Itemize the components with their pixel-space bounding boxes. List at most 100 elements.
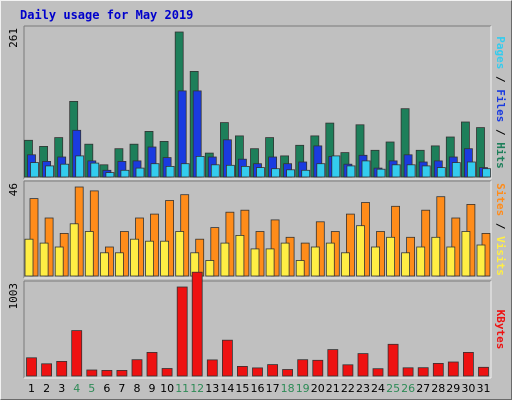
bar-pages-day-5 (90, 162, 100, 178)
day-label-16: 16 (251, 382, 265, 395)
bar-kbytes-day-8 (131, 359, 143, 377)
bar-pages-day-21 (331, 155, 341, 178)
bar-kbytes-day-18 (282, 369, 294, 377)
legend-part-2: Visits (494, 236, 507, 276)
bar-visits-day-22 (345, 213, 355, 277)
bar-kbytes-day-10 (161, 368, 173, 377)
bar-pages-day-9 (150, 163, 160, 178)
legend-part-2: Files (494, 89, 507, 122)
day-label-24: 24 (371, 382, 385, 395)
bar-sites-day-13 (205, 260, 215, 277)
bar-pages-day-16 (256, 167, 265, 178)
bar-kbytes-day-27 (417, 367, 429, 377)
day-label-11: 11 (175, 382, 189, 395)
bar-pages-day-1 (30, 162, 39, 178)
day-label-18: 18 (281, 382, 295, 395)
bar-pages-day-2 (45, 165, 54, 178)
bar-pages-day-13 (210, 164, 220, 178)
bar-kbytes-day-9 (146, 351, 158, 377)
bar-visits-day-13 (210, 227, 220, 277)
bar-pages-day-25 (391, 164, 401, 178)
bar-kbytes-day-16 (252, 367, 263, 377)
bar-kbytes-day-5 (86, 369, 98, 377)
bar-kbytes-day-11 (176, 286, 188, 377)
bar-kbytes-day-13 (206, 359, 218, 377)
bar-kbytes-day-14 (221, 339, 233, 377)
bar-sites-day-1 (24, 238, 34, 277)
day-label-21: 21 (326, 382, 340, 395)
day-label-17: 17 (266, 382, 280, 395)
bar-pages-day-18 (286, 169, 296, 178)
bar-sites-day-7 (115, 252, 124, 277)
bar-pages-day-14 (225, 164, 235, 178)
bar-kbytes-day-28 (432, 362, 444, 377)
day-label-30: 30 (461, 382, 475, 395)
bar-kbytes-day-22 (342, 364, 354, 377)
bar-kbytes-day-20 (312, 359, 324, 377)
bar-pages-day-11 (180, 163, 190, 178)
bar-sites-day-29 (446, 246, 456, 277)
bar-pages-day-30 (466, 161, 476, 178)
legend-part-4: Hits (494, 142, 507, 169)
day-label-23: 23 (356, 382, 370, 395)
bar-kbytes-day-25 (387, 343, 399, 377)
hits-panel: 261 Pages / Files / Hits (7, 25, 507, 180)
bar-kbytes-day-21 (327, 349, 339, 377)
day-label-28: 28 (431, 382, 445, 395)
kbytes-panel: 1003 KBytes (7, 271, 507, 379)
bar-sites-day-2 (39, 242, 49, 277)
bar-sites-day-4 (69, 223, 79, 277)
day-label-3: 3 (58, 382, 65, 395)
legend-part-0: KBytes (494, 310, 507, 350)
x-axis-day-labels: 1 2 3 4 5 6 7 8 9 10 11 12 13 14 15 16 17 18 19 20 21 22 23 24 2… (28, 382, 491, 395)
bar-sites-day-24 (371, 246, 380, 277)
bar-pages-day-23 (361, 160, 371, 178)
bar-visits-day-19 (300, 242, 310, 277)
legend-part-1: / (494, 216, 507, 236)
bar-sites-day-15 (235, 234, 245, 277)
legend-part-0: Sites (494, 183, 507, 216)
bar-kbytes-day-6 (101, 369, 113, 377)
legend-part-0: Pages (494, 36, 507, 69)
bar-kbytes-day-7 (116, 369, 128, 377)
bar-visits-day-1 (29, 198, 39, 277)
day-label-14: 14 (220, 382, 234, 395)
bar-sites-day-28 (431, 236, 441, 277)
bar-kbytes-day-15 (236, 365, 248, 377)
bar-sites-day-5 (84, 231, 94, 277)
bar-kbytes-day-31 (478, 366, 489, 377)
bar-sites-day-16 (250, 248, 260, 277)
bar-pages-day-27 (421, 165, 431, 178)
bar-kbytes-day-23 (357, 353, 369, 377)
y-max-label: 46 (7, 183, 20, 196)
plot-area (24, 281, 491, 378)
bar-sites-day-10 (160, 240, 170, 277)
bar-pages-day-6 (105, 172, 115, 178)
bar-pages-day-31 (482, 168, 491, 178)
bar-pages-day-19 (301, 169, 311, 178)
bar-pages-day-7 (120, 169, 130, 178)
day-label-8: 8 (134, 382, 141, 395)
bar-kbytes-day-29 (447, 361, 459, 377)
bar-pages-day-20 (316, 163, 326, 178)
series-legend: Sites / Visits (494, 183, 507, 276)
y-max-label: 1003 (7, 283, 20, 310)
bar-sites-day-27 (416, 246, 426, 277)
day-label-12: 12 (190, 382, 204, 395)
bar-pages-day-3 (60, 163, 70, 178)
bar-sites-day-9 (145, 240, 154, 277)
bar-sites-day-11 (175, 231, 185, 277)
day-label-6: 6 (103, 382, 110, 395)
day-label-27: 27 (416, 382, 430, 395)
bar-pages-day-24 (376, 168, 386, 178)
chart-title: Daily usage for May 2019 (20, 8, 193, 22)
bar-sites-day-30 (461, 231, 471, 277)
bar-sites-day-6 (100, 252, 109, 277)
day-label-20: 20 (311, 382, 325, 395)
bar-kbytes-day-17 (267, 364, 279, 377)
day-label-1: 1 (28, 382, 35, 395)
bar-sites-day-8 (130, 238, 139, 277)
day-label-19: 19 (296, 382, 310, 395)
